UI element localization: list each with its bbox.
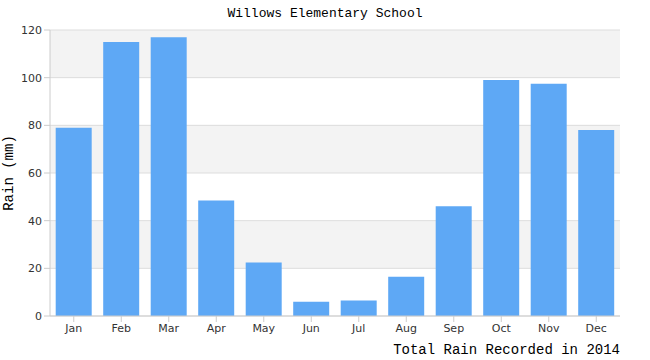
svg-text:Jan: Jan [64,322,82,335]
svg-text:Oct: Oct [492,322,512,335]
svg-text:Apr: Apr [207,322,227,335]
svg-text:Aug: Aug [396,322,417,335]
svg-text:Rain (mm): Rain (mm) [8,135,17,211]
svg-text:100: 100 [21,72,42,85]
html-text:Willows Elementary School: Willows Elementary School [227,6,423,21]
svg-text:Jul: Jul [351,322,365,335]
html-text:Total Rain Recorded in 2014: Total Rain Recorded in 2014 [393,342,620,358]
svg-text:40: 40 [28,215,42,228]
svg-text:Feb: Feb [112,322,131,335]
svg-text:20: 20 [28,262,42,275]
svg-text:Mar: Mar [158,322,179,335]
svg-text:Dec: Dec [586,322,607,335]
svg-text:Jun: Jun [302,322,320,335]
svg-text:60: 60 [28,167,42,180]
svg-text:Nov: Nov [538,322,560,335]
svg-text:120: 120 [21,24,42,37]
svg-text:0: 0 [35,310,42,323]
svg-text:Sep: Sep [443,322,464,335]
svg-text:80: 80 [28,119,42,132]
svg-text:May: May [252,322,275,335]
